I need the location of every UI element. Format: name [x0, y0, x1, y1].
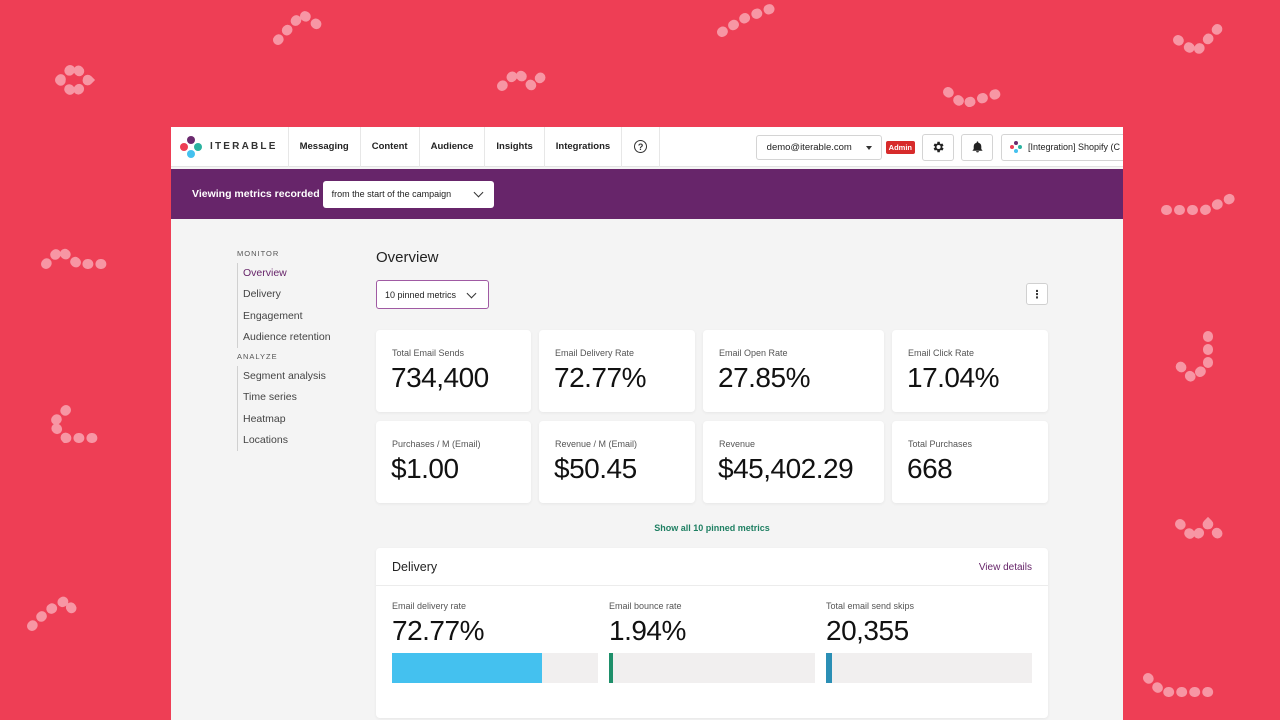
- delivery-metric: Email bounce rate 1.94%: [609, 601, 815, 683]
- delivery-metric-bar: [392, 653, 598, 683]
- metrics-range-value: from the start of the campaign: [331, 189, 452, 199]
- delivery-metric-label: Email delivery rate: [392, 601, 467, 611]
- help-button[interactable]: ?: [622, 127, 661, 167]
- kebab-icon: ⋮: [1031, 288, 1043, 301]
- metric-card[interactable]: Total Purchases 668: [892, 421, 1048, 503]
- metric-value: 27.85%: [718, 362, 810, 393]
- chevron-down-icon: [466, 288, 477, 299]
- delivery-metric: Total email send skips 20,355: [826, 601, 1032, 683]
- metric-card[interactable]: Revenue $45,402.29: [703, 421, 884, 503]
- sidebar-heading-analyze: ANALYZE: [237, 352, 278, 362]
- nav-right: demo@iterable.com Admin: [755, 127, 1123, 167]
- metric-label: Total Purchases: [908, 439, 973, 449]
- notifications-button[interactable]: [961, 133, 993, 161]
- delivery-metric-label: Email bounce rate: [609, 601, 682, 611]
- delivery-metric-bar: [826, 653, 1032, 683]
- sidebar-item-overview[interactable]: Overview: [243, 267, 287, 279]
- user-email: demo@iterable.com: [766, 141, 852, 153]
- delivery-metric-bar: [609, 653, 815, 683]
- delivery-metric-value: 20,355: [826, 615, 909, 646]
- nav-content[interactable]: Content: [361, 127, 420, 167]
- nav-messaging[interactable]: Messaging: [289, 127, 361, 167]
- metrics-range-select[interactable]: from the start of the campaign: [322, 180, 494, 208]
- metric-value: 668: [907, 453, 953, 484]
- admin-badge: Admin: [885, 140, 915, 154]
- page-title: Overview: [376, 249, 439, 266]
- question-circle-icon: ?: [634, 140, 648, 153]
- delivery-metric-value: 72.77%: [392, 615, 484, 646]
- sidebar-item-segment-analysis[interactable]: Segment analysis: [243, 370, 326, 383]
- delivery-metric-fill: [392, 653, 542, 683]
- metrics-range-bar: Viewing metrics recorded from the start …: [171, 169, 1123, 219]
- project-logo-icon: [1010, 141, 1022, 153]
- app-window: ITERABLE Messaging Content Audience Insi…: [171, 127, 1123, 720]
- project-select[interactable]: [Integration] Shopify (C: [1001, 133, 1123, 161]
- top-nav: ITERABLE Messaging Content Audience Insi…: [171, 127, 1123, 167]
- iterable-logo-icon: [180, 135, 202, 158]
- gear-icon: [933, 141, 944, 153]
- metric-value: 17.04%: [907, 362, 999, 393]
- sidebar-item-locations[interactable]: Locations: [243, 434, 288, 447]
- metric-label: Total Email Sends: [392, 348, 465, 358]
- main-content: Overview 10 pinned metrics ⋮ Total Email…: [376, 249, 1048, 718]
- user-select[interactable]: demo@iterable.com: [755, 134, 882, 160]
- metric-card[interactable]: Email Delivery Rate 72.77%: [539, 330, 695, 412]
- delivery-panel: Delivery View details Email delivery rat…: [376, 548, 1048, 718]
- caret-down-icon: [865, 145, 872, 150]
- view-details-link[interactable]: View details: [978, 562, 1032, 573]
- pinned-metrics-select[interactable]: 10 pinned metrics: [376, 280, 489, 309]
- metric-value: $1.00: [391, 453, 459, 484]
- more-options-button[interactable]: ⋮: [1026, 283, 1048, 305]
- metric-card[interactable]: Revenue / M (Email) $50.45: [539, 421, 695, 503]
- metric-card[interactable]: Email Open Rate 27.85%: [703, 330, 884, 412]
- metric-label: Purchases / M (Email): [392, 439, 481, 449]
- metric-label: Revenue / M (Email): [555, 439, 638, 449]
- delivery-metric-value: 1.94%: [609, 615, 686, 646]
- metric-card[interactable]: Purchases / M (Email) $1.00: [376, 421, 531, 503]
- metric-value: $50.45: [554, 453, 637, 484]
- pinned-metrics-value: 10 pinned metrics: [385, 289, 457, 300]
- logo[interactable]: ITERABLE: [171, 127, 289, 167]
- metric-label: Email Open Rate: [719, 348, 788, 358]
- sidebar-item-time-series[interactable]: Time series: [243, 391, 297, 404]
- show-all-pinned-link[interactable]: Show all 10 pinned metrics: [654, 523, 770, 533]
- sidebar-group-analyze: Segment analysis Time series Heatmap Loc…: [237, 366, 357, 452]
- project-name: [Integration] Shopify (C: [1028, 142, 1121, 152]
- delivery-title: Delivery: [392, 560, 438, 574]
- sidebar: MONITOR Overview Delivery Engagement Aud…: [237, 249, 357, 455]
- metric-card[interactable]: Total Email Sends 734,400: [376, 330, 531, 412]
- delivery-metric-label: Total email send skips: [826, 601, 915, 611]
- bell-icon: [972, 141, 982, 153]
- metric-card[interactable]: Email Click Rate 17.04%: [892, 330, 1048, 412]
- sidebar-group-monitor: Overview Delivery Engagement Audience re…: [237, 263, 357, 349]
- delivery-header: Delivery View details: [376, 548, 1048, 586]
- metric-label: Email Delivery Rate: [555, 348, 635, 358]
- sidebar-item-delivery[interactable]: Delivery: [243, 288, 281, 301]
- delivery-metric-fill: [609, 653, 614, 683]
- metric-label: Revenue: [719, 439, 756, 449]
- delivery-metric: Email delivery rate 72.77%: [392, 601, 598, 683]
- nav-integrations[interactable]: Integrations: [545, 127, 623, 167]
- delivery-metric-fill: [826, 653, 832, 683]
- chevron-down-icon: [473, 187, 484, 197]
- sidebar-item-heatmap[interactable]: Heatmap: [243, 412, 286, 425]
- metric-value: $45,402.29: [718, 453, 854, 484]
- metric-value: 72.77%: [554, 362, 646, 393]
- sidebar-item-engagement[interactable]: Engagement: [243, 309, 303, 322]
- metrics-range-label: Viewing metrics recorded: [192, 188, 320, 200]
- settings-button[interactable]: [922, 133, 954, 161]
- nav-insights[interactable]: Insights: [485, 127, 545, 167]
- nav-audience[interactable]: Audience: [420, 127, 486, 167]
- sidebar-heading-monitor: MONITOR: [237, 249, 280, 258]
- metric-label: Email Click Rate: [908, 348, 975, 358]
- logo-text: ITERABLE: [210, 141, 278, 152]
- sidebar-item-audience-retention[interactable]: Audience retention: [243, 330, 331, 343]
- metric-value: 734,400: [391, 362, 489, 393]
